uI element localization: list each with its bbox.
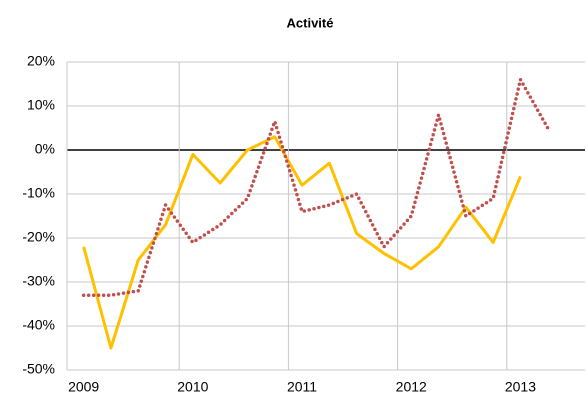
series-line (82, 135, 522, 350)
x-tick-label: 2010 (177, 379, 208, 395)
x-tick-label: 2013 (505, 379, 536, 395)
y-tick-label: -10% (22, 185, 55, 201)
x-tick-label: 2012 (396, 379, 427, 395)
y-tick-label: 0% (35, 141, 55, 157)
y-tick-label: -50% (22, 361, 55, 377)
y-tick-label: -40% (22, 317, 55, 333)
x-tick-label: 2009 (68, 379, 99, 395)
chart-title: Activité (287, 15, 334, 30)
y-tick-label: -30% (22, 273, 55, 289)
y-tick-label: 10% (27, 97, 55, 113)
x-tick-label: 2011 (287, 379, 317, 395)
series-line (81, 77, 550, 297)
y-tick-label: -20% (22, 229, 55, 245)
y-tick-label: 20% (27, 53, 55, 69)
